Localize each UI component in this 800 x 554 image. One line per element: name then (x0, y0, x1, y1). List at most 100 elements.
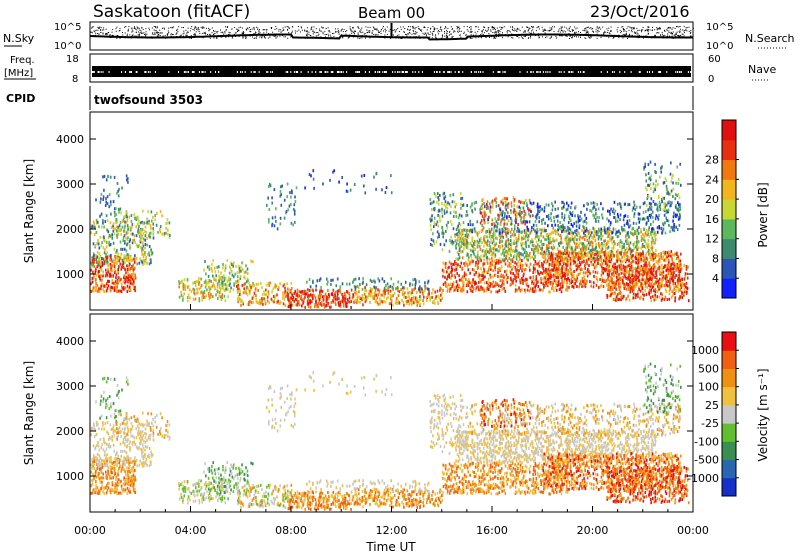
power-cell (578, 242, 581, 246)
power-cell (359, 300, 361, 304)
noise-right-tick-bottom: 10^0 (706, 41, 733, 52)
power-cell (133, 282, 135, 286)
noise-search-dot (265, 35, 267, 36)
power-cell (128, 264, 130, 268)
power-cell (587, 241, 590, 245)
noise-search-dot (306, 30, 308, 32)
noise-search-dot (504, 34, 506, 36)
power-cell (116, 229, 118, 233)
power-cell (332, 278, 334, 282)
power-cell (118, 256, 121, 260)
noise-search-dot (645, 36, 647, 38)
noise-search-dot (661, 36, 663, 38)
power-cell (352, 294, 355, 298)
power-cell (346, 301, 348, 305)
power-cell (478, 288, 480, 292)
noise-search-dot (201, 32, 203, 34)
noise-search-dot (587, 32, 589, 34)
noise-search-dot (314, 31, 316, 33)
power-cell (585, 247, 587, 251)
power-cell (556, 274, 559, 277)
noise-search-dot (432, 26, 434, 28)
power-cell (208, 264, 211, 268)
noise-search-dot (209, 36, 211, 38)
power-cell (117, 289, 120, 293)
noise-search-dot (320, 30, 322, 32)
noise-search-dot (408, 32, 410, 33)
noise-search-dot (160, 32, 162, 34)
power-cell (614, 242, 616, 246)
power-cell (531, 280, 533, 284)
power-cell (466, 229, 468, 232)
power-cell (106, 262, 109, 266)
power-cell (586, 279, 588, 283)
noise-search-dot (686, 30, 688, 32)
power-cell (182, 298, 184, 302)
noise-search-dot (499, 30, 501, 32)
power-cell (579, 282, 582, 286)
power-cell (498, 249, 500, 253)
power-cell (91, 280, 94, 284)
power-cell (192, 281, 194, 285)
frequency-gap (130, 71, 132, 73)
power-cell (368, 289, 371, 293)
power-cell (583, 259, 585, 263)
power-cell (238, 264, 240, 268)
noise-search-dot (657, 28, 659, 30)
power-cell (231, 273, 234, 277)
power-cell (133, 288, 136, 292)
noise-search-dot (659, 28, 661, 30)
power-cell (365, 283, 368, 287)
power-cell (140, 245, 142, 249)
power-cell (637, 240, 640, 244)
power-cell (608, 259, 611, 263)
power-cell (112, 227, 115, 231)
noise-search-dot (159, 35, 161, 36)
noise-search-dot (574, 26, 576, 28)
power-cell (643, 245, 645, 249)
power-cell (490, 238, 492, 242)
power-cell (540, 288, 543, 292)
noise-search-dot (546, 36, 548, 38)
frequency-gap (470, 71, 472, 73)
power-cell (570, 268, 572, 272)
power-cell (607, 240, 610, 244)
noise-search-dot (417, 26, 419, 28)
noise-search-dot (381, 37, 383, 38)
power-cell (402, 289, 404, 293)
power-cell (575, 279, 578, 283)
power-cell (150, 258, 152, 262)
power-cell (410, 292, 412, 296)
power-cell (593, 248, 595, 252)
power-cell (593, 227, 596, 231)
power-cell (512, 264, 515, 268)
noise-search-dot (287, 26, 289, 28)
power-cell (395, 298, 398, 302)
noise-search-dot (264, 37, 266, 39)
noise-search-dot (409, 29, 411, 30)
power-cell (550, 275, 553, 279)
power-cell (433, 225, 435, 228)
power-cell (130, 219, 133, 223)
power-cell (601, 244, 604, 248)
noise-search-dot (444, 32, 446, 34)
noise-search-dot (316, 32, 318, 34)
noise-search-dot (194, 36, 196, 38)
power-cell (548, 262, 551, 266)
power-cell (475, 231, 478, 235)
noise-search-dot (409, 26, 411, 28)
power-cell (113, 175, 116, 179)
power-cell (592, 253, 595, 257)
power-cell (651, 246, 654, 250)
power-cell (553, 246, 556, 250)
noise-search-dot (608, 27, 610, 29)
power-cell (354, 287, 357, 291)
power-cell (490, 253, 492, 257)
power-cell (508, 256, 511, 260)
noise-search-dot (496, 31, 498, 33)
frequency-gap (293, 71, 295, 73)
power-cell (612, 230, 615, 234)
power-cell (244, 276, 246, 280)
power-cell (113, 281, 115, 285)
noise-search-dot (186, 32, 188, 34)
